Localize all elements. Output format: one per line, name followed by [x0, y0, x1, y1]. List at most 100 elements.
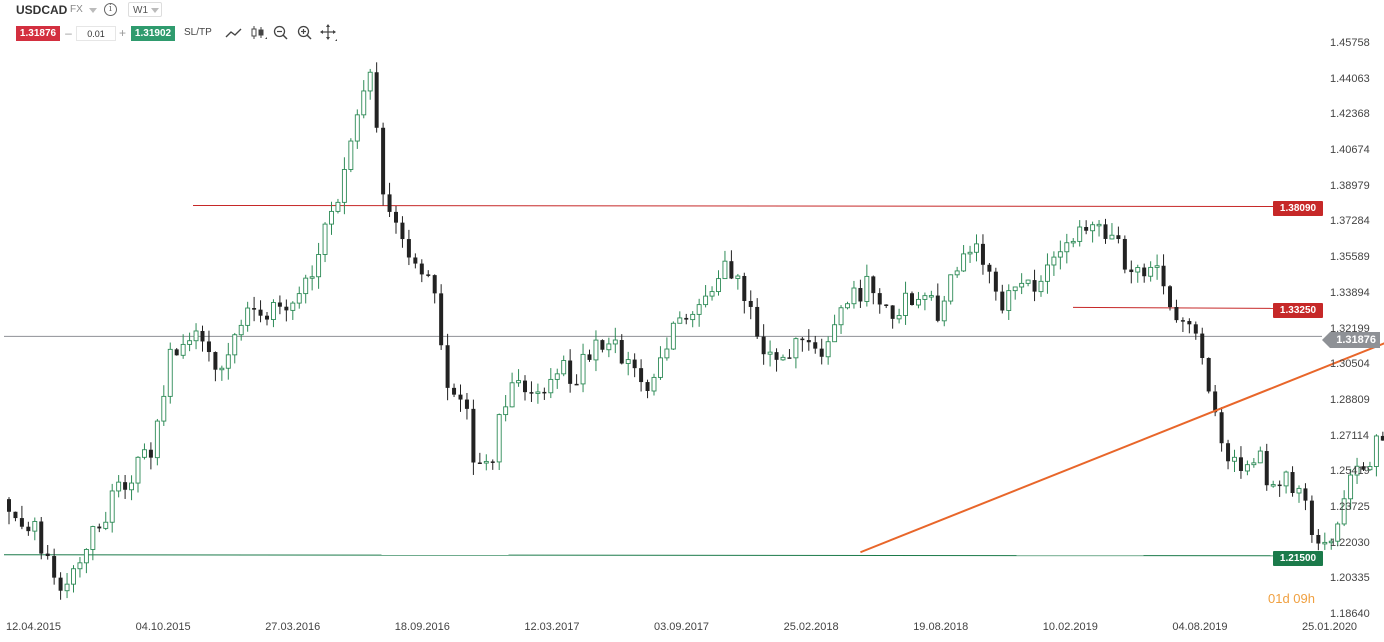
resistance-high-line[interactable] — [192, 204, 1274, 207]
candle-body — [742, 276, 747, 301]
candle-body — [90, 526, 96, 550]
candles-icon[interactable] — [250, 24, 268, 42]
symbol-dropdown-icon[interactable] — [89, 8, 97, 13]
candle-body — [206, 341, 211, 353]
candle-body — [1328, 540, 1334, 544]
time-tick: 25.02.2018 — [783, 621, 839, 633]
candle-body — [722, 260, 728, 280]
trendline[interactable] — [860, 256, 1384, 554]
candle-body — [1084, 227, 1089, 231]
candle-body — [1367, 466, 1373, 471]
candle-body — [864, 275, 870, 302]
candle-body — [1238, 457, 1243, 471]
candle-body — [1226, 443, 1231, 462]
price-tick: 1.38979 — [1330, 179, 1370, 192]
candle-body — [413, 257, 418, 264]
candle-body — [961, 253, 967, 272]
candle-body — [1038, 280, 1044, 293]
price-tick: 1.20335 — [1330, 572, 1370, 585]
sell-button[interactable]: 1.31876 — [16, 26, 60, 41]
candle-body — [406, 239, 411, 258]
price-tick: 1.25419 — [1330, 465, 1370, 478]
candle-body — [813, 342, 818, 349]
candle-body — [1348, 474, 1354, 500]
candle-body — [1051, 256, 1057, 266]
increase-volume-button[interactable]: + — [118, 26, 126, 40]
resistance-low-line[interactable] — [1072, 306, 1274, 309]
buy-button[interactable]: 1.31902 — [131, 26, 175, 41]
candle-body — [632, 359, 637, 369]
candle-body — [477, 462, 482, 465]
candle-body — [606, 343, 612, 351]
candle-body — [664, 348, 670, 359]
candle-body — [123, 482, 128, 490]
sltp-button[interactable]: SL/TP — [184, 27, 212, 38]
candle-body — [464, 399, 469, 409]
candle-body — [1373, 435, 1379, 467]
info-icon[interactable]: i — [104, 3, 117, 16]
candle-body — [452, 387, 457, 395]
timeframe-select[interactable]: W1 — [128, 2, 162, 17]
candle-body — [639, 368, 644, 383]
zoom-out-icon[interactable] — [272, 24, 290, 42]
candle-body — [935, 295, 940, 321]
zoom-in-icon[interactable] — [296, 24, 314, 42]
candle-body — [967, 251, 973, 255]
candle-body — [335, 201, 341, 212]
candle-body — [1077, 226, 1083, 242]
candle-body — [496, 414, 502, 463]
candle-body — [419, 263, 424, 275]
candle-body — [1109, 234, 1115, 240]
price-tick: 1.28809 — [1330, 393, 1370, 406]
candle-body — [1206, 358, 1211, 392]
candle-body — [1193, 324, 1198, 334]
price-tick: 1.44063 — [1330, 72, 1370, 85]
candle-body — [735, 275, 741, 279]
price-tick: 1.37284 — [1330, 215, 1370, 228]
candle-body — [39, 521, 44, 554]
time-tick: 27.03.2016 — [265, 621, 321, 633]
crosshair-icon[interactable] — [320, 24, 338, 42]
support-line[interactable] — [3, 554, 1274, 557]
volume-input[interactable]: 0.01 — [76, 26, 116, 41]
candle-body — [574, 383, 579, 386]
symbol-label[interactable]: USDCAD — [16, 3, 68, 17]
candle-body — [587, 354, 592, 360]
candle-body — [296, 293, 302, 304]
candle-body — [1316, 534, 1321, 544]
price-tick: 1.42368 — [1330, 108, 1370, 121]
candle-body — [755, 306, 760, 337]
candle-body — [716, 278, 721, 293]
decrease-volume-button[interactable]: – — [65, 26, 72, 40]
candle-countdown: 01d 09h — [1268, 591, 1315, 606]
candle-body — [26, 526, 31, 532]
candle-body — [290, 302, 296, 311]
candle-body — [916, 298, 921, 306]
candle-body — [483, 460, 489, 464]
candle-body — [265, 315, 269, 320]
price-tick: 1.30504 — [1330, 358, 1370, 371]
candle-body — [1264, 451, 1269, 486]
candle-body — [858, 288, 863, 302]
candle-body — [32, 521, 38, 532]
candle-body — [787, 357, 792, 359]
candle-body — [793, 338, 799, 359]
candle-body — [252, 308, 257, 310]
candle-body — [619, 340, 624, 364]
candle-body — [548, 378, 554, 394]
candle-body — [690, 313, 696, 321]
time-tick: 04.08.2019 — [1172, 621, 1228, 633]
candle-body — [329, 210, 334, 225]
candle-body — [1257, 450, 1263, 464]
candle-body — [439, 293, 444, 346]
candle-body — [167, 348, 173, 397]
candle-body — [187, 340, 193, 345]
candle-body — [761, 336, 766, 355]
candle-body — [774, 352, 779, 360]
candle-body — [361, 90, 367, 116]
candle-body — [1090, 224, 1096, 232]
trendline-icon[interactable] — [225, 24, 243, 42]
timeframe-dropdown-icon[interactable] — [151, 8, 159, 13]
candle-body — [903, 292, 908, 316]
